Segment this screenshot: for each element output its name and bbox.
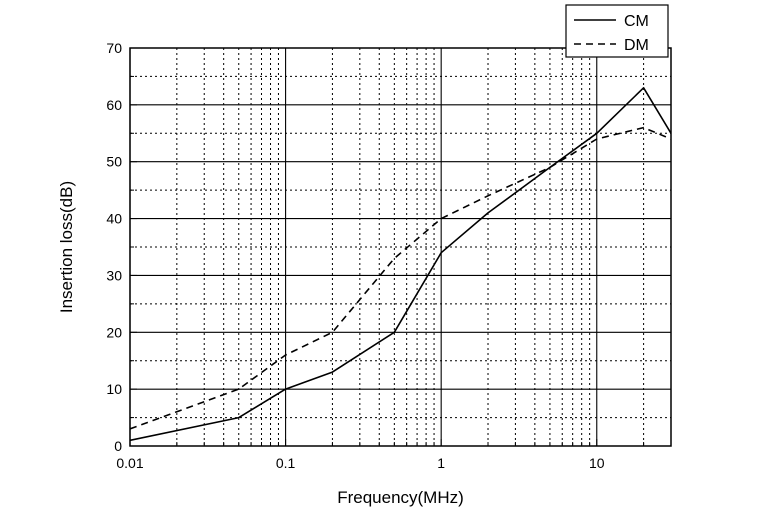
x-tick-label: 0.1 xyxy=(276,455,296,471)
x-axis-title: Frequency(MHz) xyxy=(337,488,464,507)
legend: CM DM xyxy=(565,4,669,58)
legend-box xyxy=(565,4,669,58)
grid xyxy=(129,48,672,446)
y-tick-label: 0 xyxy=(114,438,122,454)
legend-label-dm: DM xyxy=(624,37,649,54)
y-tick-label: 10 xyxy=(106,381,122,397)
y-tick-label: 30 xyxy=(106,267,122,283)
y-tick-label: 60 xyxy=(106,97,122,113)
series-layer xyxy=(130,87,671,442)
legend-label-cm: CM xyxy=(624,13,649,30)
axis-ticks: 0.01 0.1 1 10 0 10 20 30 40 50 60 70 xyxy=(106,40,672,471)
y-tick-label: 40 xyxy=(106,211,122,227)
x-tick-label: 10 xyxy=(589,455,605,471)
y-tick-label: 50 xyxy=(106,154,122,170)
x-tick-label: 1 xyxy=(437,455,445,471)
y-axis-title: Insertion loss(dB) xyxy=(57,181,76,313)
y-tick-label: 20 xyxy=(106,324,122,340)
x-tick-label: 0.01 xyxy=(116,455,143,471)
series-line-cm xyxy=(130,87,671,442)
y-tick-label: 70 xyxy=(106,40,122,56)
